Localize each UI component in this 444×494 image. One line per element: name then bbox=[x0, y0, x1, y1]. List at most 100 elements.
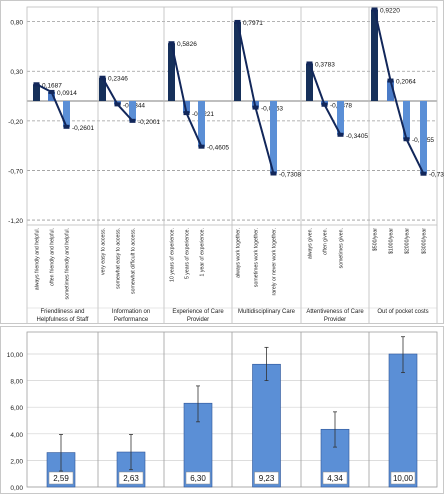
y-tick-label: 8,00 bbox=[10, 379, 23, 386]
y-tick-label: -0,70 bbox=[8, 168, 23, 175]
bar bbox=[387, 80, 394, 101]
x-tick-label: 5 years of experience. bbox=[185, 228, 191, 279]
data-label: 0,5826 bbox=[177, 41, 197, 48]
bar bbox=[371, 9, 378, 102]
line-marker bbox=[99, 75, 106, 80]
trend-line bbox=[308, 63, 342, 136]
x-tick-label: sometimes work together. bbox=[254, 228, 260, 287]
trend-line bbox=[236, 21, 275, 174]
x-tick-label: rarely or never work together. bbox=[272, 228, 278, 295]
category-label: Friendliness and bbox=[40, 309, 84, 315]
category-label: Attentiveness of Care bbox=[306, 309, 364, 315]
x-tick-label: always friendly and helpful. bbox=[35, 228, 41, 290]
line-marker bbox=[371, 7, 378, 12]
data-label: 0,1687 bbox=[42, 82, 62, 89]
bar bbox=[403, 101, 410, 140]
y-tick-label: 0,80 bbox=[10, 20, 23, 27]
bar bbox=[168, 43, 175, 101]
data-label: 10,00 bbox=[393, 474, 414, 483]
y-tick-label: -1,20 bbox=[8, 218, 23, 225]
y-tick-label: 4,00 bbox=[10, 432, 23, 439]
line-marker bbox=[306, 61, 313, 66]
data-label-box bbox=[48, 471, 74, 485]
data-label-box bbox=[118, 471, 144, 485]
x-tick-label: sometimes friendly and helpful. bbox=[65, 228, 71, 300]
x-tick-label: $500/year bbox=[373, 228, 379, 251]
data-label: 0,2064 bbox=[396, 79, 416, 86]
data-label: -0,7308 bbox=[279, 171, 301, 178]
line-marker bbox=[183, 111, 190, 116]
y-tick-label: 0,00 bbox=[10, 485, 23, 492]
line-marker bbox=[403, 137, 410, 142]
category-label: Multidisciplinary Care bbox=[238, 309, 296, 315]
x-tick-label: 1 year of experience. bbox=[200, 228, 206, 276]
category-label: Out of pocket costs bbox=[377, 309, 428, 315]
bar bbox=[252, 363, 281, 488]
data-label: 0,7971 bbox=[243, 20, 263, 27]
line-marker bbox=[337, 132, 344, 137]
x-tick-label: somewhat difficult to access. bbox=[131, 228, 137, 294]
line-marker bbox=[321, 102, 328, 107]
bar bbox=[33, 84, 40, 101]
category-label: Provider bbox=[324, 317, 346, 323]
category-label: Information on bbox=[112, 309, 150, 315]
y-tick-label: 2,00 bbox=[10, 458, 23, 465]
x-tick-label: somewhat easy to access. bbox=[116, 228, 122, 289]
x-tick-label: often given. bbox=[323, 228, 329, 255]
trend-line bbox=[373, 9, 425, 175]
bar bbox=[183, 101, 190, 114]
line-marker bbox=[33, 82, 40, 87]
data-label-box bbox=[254, 471, 279, 485]
bar bbox=[48, 91, 55, 101]
line-marker bbox=[387, 78, 394, 83]
bar bbox=[63, 101, 70, 127]
line-marker bbox=[420, 171, 427, 176]
line-marker bbox=[270, 171, 277, 176]
x-tick-label: always given. bbox=[308, 228, 314, 259]
data-label: 0,3783 bbox=[315, 61, 335, 68]
data-label: -0,4605 bbox=[207, 145, 229, 152]
data-label-box bbox=[185, 471, 211, 485]
data-label: 6,30 bbox=[190, 474, 206, 483]
x-tick-label: 10 years of experience. bbox=[170, 228, 176, 282]
data-label-box bbox=[322, 471, 348, 485]
line-marker bbox=[63, 124, 70, 129]
trend-line bbox=[170, 42, 203, 148]
utility-chart: 0,80 0,30 -0,20 -0,70 -1,20 0,1687 always frie… bbox=[0, 0, 444, 324]
line-marker bbox=[198, 144, 205, 149]
bar bbox=[388, 353, 418, 488]
data-label: -0,2601 bbox=[72, 125, 94, 132]
data-label: -0,7330 bbox=[429, 172, 444, 179]
data-label-box bbox=[390, 471, 416, 485]
data-label: 0,2346 bbox=[108, 76, 128, 83]
data-label: 2,63 bbox=[123, 474, 139, 483]
x-tick-label: $1000/year bbox=[389, 228, 395, 254]
x-tick-label: sometimes given. bbox=[339, 228, 345, 268]
y-tick-label: 10,00 bbox=[7, 352, 24, 359]
data-label: -0,3405 bbox=[346, 133, 368, 140]
bar bbox=[129, 101, 136, 121]
x-tick-label: very easy to access. bbox=[101, 228, 107, 275]
data-label: 4,34 bbox=[327, 474, 343, 483]
importance-chart: 0,00 2,00 4,00 6,00 8,00 10,00 2,59 2,63 6,30 9,2… bbox=[0, 326, 444, 494]
x-tick-label: $3000/year bbox=[422, 228, 428, 254]
category-label: Helpfulness of Staff bbox=[37, 317, 89, 323]
line-marker bbox=[168, 41, 175, 46]
bar bbox=[270, 101, 277, 174]
x-tick-label: always work together. bbox=[236, 228, 242, 278]
bar bbox=[306, 63, 313, 101]
x-tick-label: often friendly and helpful. bbox=[50, 228, 56, 286]
line-marker bbox=[252, 105, 259, 110]
line-marker bbox=[234, 19, 241, 24]
trend-line bbox=[101, 77, 134, 122]
bar bbox=[198, 101, 205, 147]
line-marker bbox=[129, 118, 136, 123]
category-label: Experience of Care bbox=[172, 309, 224, 315]
bar bbox=[234, 21, 241, 101]
data-label: 9,23 bbox=[259, 474, 275, 483]
bar bbox=[420, 101, 427, 174]
bar bbox=[99, 77, 106, 101]
category-label: Provider bbox=[187, 317, 209, 323]
line-marker bbox=[114, 102, 121, 107]
